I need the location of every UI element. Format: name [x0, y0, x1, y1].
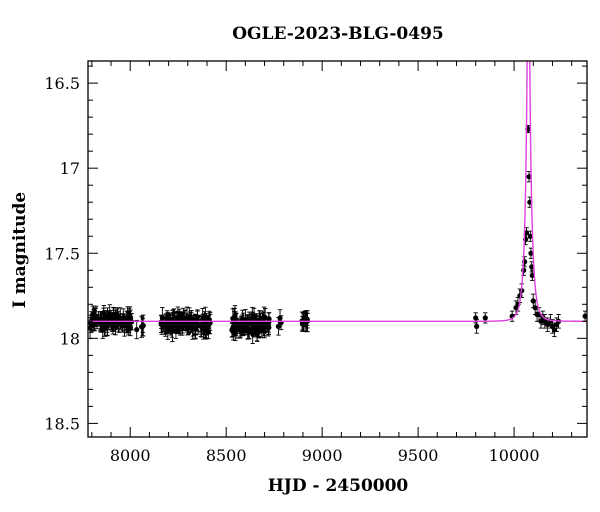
- x-tick-label: 8500: [206, 446, 247, 465]
- data-point: [139, 316, 146, 337]
- data-point: [128, 309, 134, 327]
- data-point: [186, 315, 192, 335]
- data-point: [177, 313, 183, 336]
- x-tick-label: 9500: [398, 446, 439, 465]
- y-tick-label: 17.5: [44, 244, 80, 263]
- x-axis-title: HJD - 2450000: [268, 476, 409, 496]
- data-point: [123, 316, 129, 332]
- x-tick-label: 10000: [489, 446, 540, 465]
- model-layer: [88, 61, 587, 323]
- data-point: [134, 319, 140, 340]
- data-point: [199, 316, 205, 338]
- y-tick-label: 16.5: [44, 74, 80, 93]
- data-point: [245, 319, 251, 340]
- y-axis-title: I magnitude: [10, 192, 30, 309]
- data-point: [114, 311, 120, 327]
- data-point: [545, 317, 551, 332]
- y-tick-label: 18.5: [44, 414, 80, 433]
- data-point: [201, 313, 207, 335]
- axis-ticks: [88, 61, 587, 437]
- data-point: [250, 323, 256, 344]
- x-tick-label: 8000: [110, 446, 151, 465]
- data-point: [162, 316, 168, 335]
- data-point: [527, 230, 533, 242]
- axis-tick-labels: 8000 8500 9000 9500 10000 16.5 17 17.5 18 18.5: [44, 74, 539, 465]
- data-point: [192, 319, 199, 336]
- data-point: [542, 314, 548, 329]
- plot-area: [88, 61, 587, 344]
- x-tick-label: 9000: [302, 446, 343, 465]
- data-point: [229, 323, 235, 338]
- data-point: [526, 171, 532, 183]
- model-curve: [88, 61, 587, 323]
- chart-title: OGLE-2023-BLG-0495: [232, 24, 444, 44]
- y-tick-label: 17: [60, 159, 80, 178]
- data-layer: [88, 125, 587, 344]
- data-point: [277, 309, 283, 327]
- data-point: [100, 317, 107, 333]
- y-tick-label: 18: [60, 329, 80, 348]
- plot-frame: [87, 60, 588, 438]
- data-point: [240, 319, 246, 336]
- data-point: [528, 247, 534, 259]
